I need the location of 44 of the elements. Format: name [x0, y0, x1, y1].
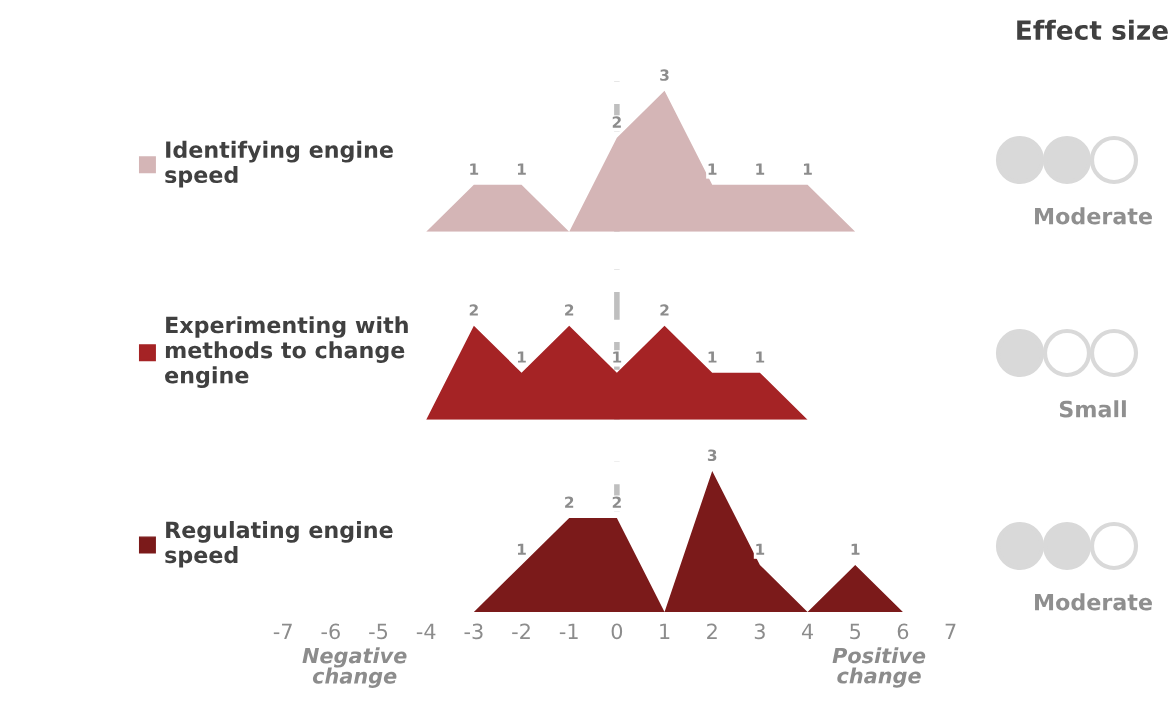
data-label: 1 [470, 163, 479, 175]
x-tick-label: 2 [707, 623, 717, 639]
text: Small [1059, 400, 1126, 418]
data-label: 2 [565, 496, 574, 508]
text: Effect size [1017, 19, 1168, 41]
data-label: 2 [660, 304, 669, 316]
data-label: 2 [612, 496, 621, 508]
x-tick-label: 1 [660, 623, 670, 639]
x-tick-label: 5 [850, 623, 861, 640]
data-label: 1 [756, 163, 765, 175]
data-label: 2 [612, 116, 621, 128]
data-label: 1 [803, 163, 812, 175]
x-tick-label: -1 [559, 623, 578, 639]
data-label: 1 [851, 543, 860, 555]
data-label: 3 [660, 69, 669, 81]
x-tick-label: 3 [754, 623, 765, 640]
data-label: 1 [613, 351, 622, 363]
text: Positive change [832, 647, 926, 688]
x-tick-label: 4 [801, 623, 814, 639]
x-tick-label: -4 [416, 623, 436, 639]
x-tick-label: -7 [273, 623, 292, 639]
data-label: 1 [756, 543, 765, 555]
x-tick-label: -2 [512, 623, 530, 639]
data-label: 1 [708, 163, 717, 175]
text: Moderate [1035, 593, 1152, 611]
data-label: 1 [517, 351, 526, 363]
data-label: 1 [756, 351, 765, 363]
x-tick-label: -6 [321, 623, 340, 640]
data-label: 1 [708, 351, 717, 363]
data-label: 2 [469, 304, 478, 316]
legend-label: Regulating engine speed [165, 521, 393, 568]
x-tick-label: 7 [945, 623, 956, 639]
x-tick-label: 6 [897, 623, 909, 640]
data-label: 2 [565, 304, 574, 316]
data-label: 3 [707, 449, 717, 462]
legend-label: Identifying engine speed [165, 140, 393, 188]
data-label: 1 [517, 163, 526, 175]
x-tick-label: -3 [464, 623, 483, 640]
data-label: 1 [517, 543, 526, 555]
text: Moderate [1035, 207, 1152, 225]
x-tick-label: 0 [611, 623, 623, 640]
legend-label: Experimenting with methods to change engine [165, 316, 408, 388]
text: Negative change [302, 647, 407, 688]
x-tick-label: -5 [369, 623, 388, 640]
